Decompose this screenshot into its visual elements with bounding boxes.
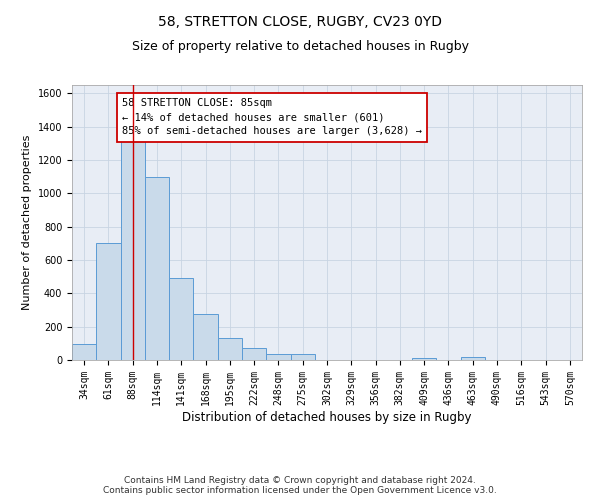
Bar [96, 244, 121, 360]
Bar [412, 358, 436, 360]
X-axis label: Distribution of detached houses by size in Rugby: Distribution of detached houses by size … [182, 410, 472, 424]
Bar [218, 338, 242, 360]
Bar [145, 176, 169, 360]
Text: 58 STRETTON CLOSE: 85sqm
← 14% of detached houses are smaller (601)
85% of semi-: 58 STRETTON CLOSE: 85sqm ← 14% of detach… [122, 98, 422, 136]
Text: 58, STRETTON CLOSE, RUGBY, CV23 0YD: 58, STRETTON CLOSE, RUGBY, CV23 0YD [158, 15, 442, 29]
Bar [72, 344, 96, 360]
Bar [242, 348, 266, 360]
Bar [290, 354, 315, 360]
Bar [461, 357, 485, 360]
Text: Size of property relative to detached houses in Rugby: Size of property relative to detached ho… [131, 40, 469, 53]
Bar [121, 138, 145, 360]
Bar [266, 354, 290, 360]
Text: Contains HM Land Registry data © Crown copyright and database right 2024.
Contai: Contains HM Land Registry data © Crown c… [103, 476, 497, 495]
Y-axis label: Number of detached properties: Number of detached properties [22, 135, 32, 310]
Bar [169, 278, 193, 360]
Bar [193, 314, 218, 360]
